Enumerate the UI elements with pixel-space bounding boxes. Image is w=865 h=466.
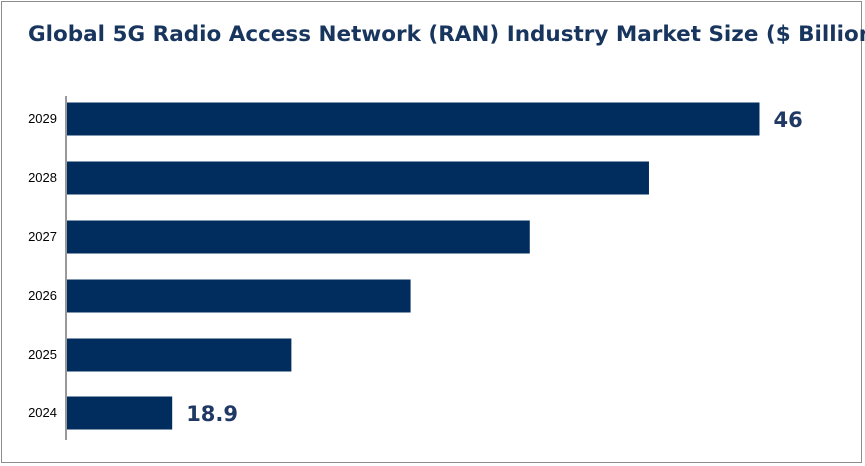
tick-label-2027: 2027 (28, 229, 57, 244)
tick-label-2024: 2024 (28, 405, 57, 420)
bar-2027 (67, 220, 530, 254)
data-label-2024: 18.9 (186, 402, 238, 426)
data-label-2029: 46 (773, 108, 802, 132)
tick-label-2026: 2026 (28, 288, 57, 303)
tick-label-2029: 2029 (28, 111, 57, 126)
bar-2029 (67, 102, 760, 136)
bar-2026 (67, 279, 411, 313)
tick-label-2028: 2028 (28, 170, 57, 185)
chart-title: Global 5G Radio Access Network (RAN) Ind… (28, 22, 865, 47)
bar-2028 (67, 161, 649, 195)
bar-2025 (67, 338, 292, 372)
bar-2024 (67, 396, 173, 430)
tick-label-2025: 2025 (28, 347, 57, 362)
